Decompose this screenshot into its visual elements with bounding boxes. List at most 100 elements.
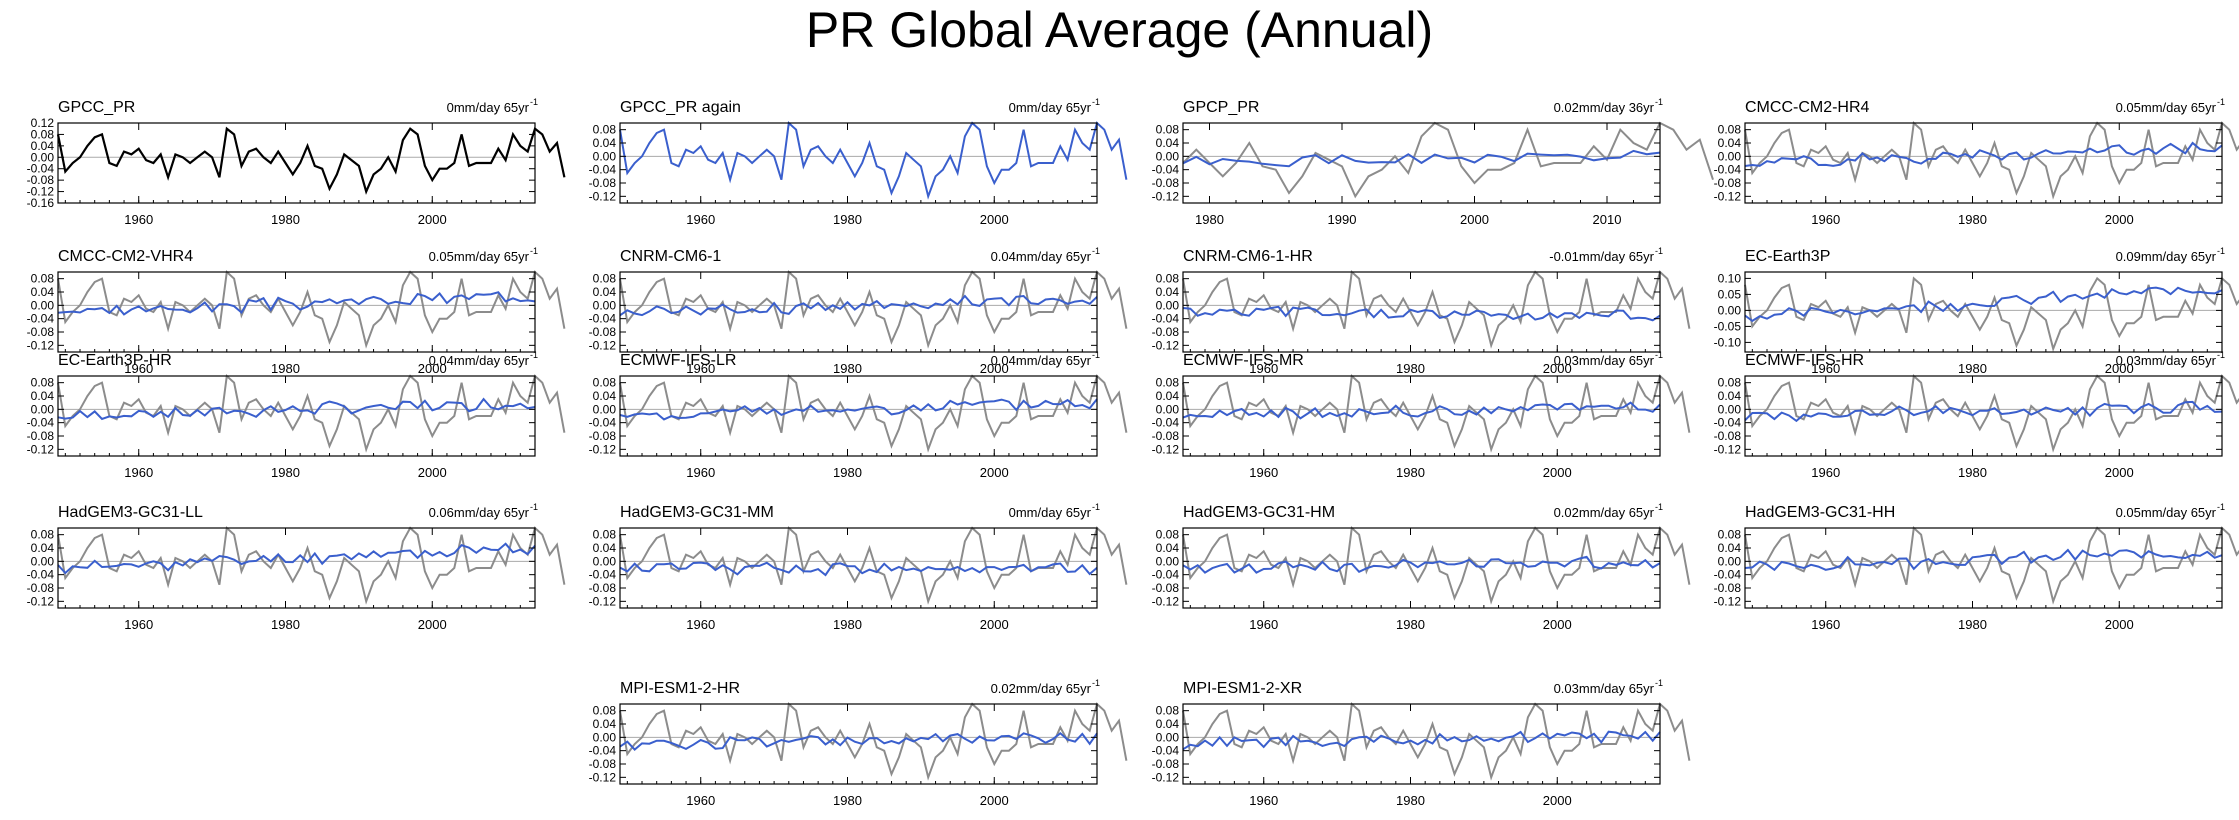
y-tick-label: -0.04	[1714, 416, 1742, 430]
y-tick-label: 0.00	[593, 402, 617, 416]
x-tick-label: 2000	[1460, 212, 1489, 227]
x-tick-label: 1980	[833, 361, 862, 376]
panel: ECMWF-IFS-LR 0.04mm/day 65yr -1 0.080.040.0…	[589, 350, 1128, 480]
trend-exponent: -1	[530, 246, 538, 256]
y-tick-label: -0.08	[1152, 581, 1180, 595]
panel-title: MPI-ESM1-2-XR	[1183, 680, 1302, 697]
plot-frame	[57, 122, 536, 204]
panel: HadGEM3-GC31-MM 0mm/day 65yr -1 0.080.040.0…	[589, 502, 1128, 632]
trend-label: 0.03mm/day 65yr	[2116, 353, 2217, 368]
panel-title: GPCP_PR	[1183, 99, 1259, 116]
series-line	[1744, 286, 2223, 323]
y-tick-label: -0.08	[1714, 581, 1742, 595]
x-tick-label: 2000	[980, 617, 1009, 632]
trend-label: 0.03mm/day 65yr	[1554, 353, 1655, 368]
plot-frame	[619, 271, 1098, 353]
y-tick-label: 0.04	[593, 541, 617, 555]
trend-exponent: -1	[1655, 246, 1663, 256]
panel-title: CNRM-CM6-1-HR	[1183, 248, 1313, 265]
series-line	[57, 542, 536, 575]
series-line	[1744, 400, 2223, 423]
trend-label: 0.04mm/day 65yr	[991, 249, 1092, 264]
y-tick-label: -0.04	[589, 568, 617, 582]
y-tick-label: -0.12	[1714, 594, 1742, 608]
panel-title: GPCC_PR	[58, 99, 135, 116]
x-tick-label: 2000	[980, 793, 1009, 808]
y-tick-label: -0.12	[27, 185, 55, 199]
y-tick-label: -0.04	[27, 162, 55, 176]
y-tick-label: 0.08	[1718, 123, 1742, 137]
y-tick-label: 0.00	[31, 298, 55, 312]
y-tick-label: -0.12	[1152, 594, 1180, 608]
x-tick-label: 2000	[1543, 465, 1572, 480]
y-tick-label: -0.12	[589, 338, 617, 352]
plot-frame	[619, 375, 1098, 457]
series-line	[57, 291, 536, 316]
panel-title: GPCC_PR again	[620, 99, 741, 116]
y-tick-label: 0.00	[1156, 402, 1180, 416]
x-tick-label: 2000	[2105, 212, 2134, 227]
y-tick-label: -0.12	[1152, 770, 1180, 784]
y-tick-label: 0.00	[593, 149, 617, 163]
series-line	[619, 120, 1128, 200]
y-tick-label: -0.04	[27, 312, 55, 326]
y-tick-label: 0.08	[31, 528, 55, 542]
plot-frame	[619, 122, 1098, 204]
panel-title: ECMWF-IFS-LR	[620, 352, 736, 369]
panel-title: HadGEM3-GC31-HH	[1745, 504, 1895, 521]
y-tick-label: -0.12	[1714, 189, 1742, 203]
x-tick-label: 2000	[1543, 361, 1572, 376]
y-tick-label: -0.04	[589, 416, 617, 430]
panel-title: EC-Earth3P-HR	[58, 352, 172, 369]
series-line	[1182, 730, 1661, 751]
x-tick-label: 1960	[686, 617, 715, 632]
panel: GPCC_PR again 0mm/day 65yr -10.080.040.00-…	[589, 97, 1128, 227]
panel-title: HadGEM3-GC31-MM	[620, 504, 774, 521]
y-tick-label: 0.04	[1718, 541, 1742, 555]
y-tick-label: -0.08	[1152, 325, 1180, 339]
y-tick-label: -0.12	[589, 442, 617, 456]
y-tick-label: -0.04	[1152, 568, 1180, 582]
y-tick-label: -0.08	[589, 429, 617, 443]
x-tick-label: 2000	[418, 465, 447, 480]
trend-label: 0.09mm/day 65yr	[2116, 249, 2217, 264]
x-tick-label: 1960	[1811, 465, 1840, 480]
series-line	[1182, 555, 1661, 574]
y-tick-label: 0.00	[31, 150, 55, 164]
trend-label: 0.02mm/day 36yr	[1554, 100, 1655, 115]
x-tick-label: 2000	[1543, 617, 1572, 632]
y-tick-label: -0.08	[589, 581, 617, 595]
x-tick-label: 1960	[1811, 361, 1840, 376]
y-tick-label: 0.12	[31, 116, 55, 130]
trend-exponent: -1	[1092, 246, 1100, 256]
x-tick-label: 1960	[686, 212, 715, 227]
y-tick-label: -0.12	[1714, 442, 1742, 456]
trend-exponent: -1	[1092, 350, 1100, 360]
trend-exponent: -1	[530, 97, 538, 107]
y-tick-label: -0.12	[27, 594, 55, 608]
y-tick-label: 0.00	[31, 554, 55, 568]
y-tick-label: -0.04	[1714, 568, 1742, 582]
y-tick-label: -0.08	[589, 176, 617, 190]
trend-exponent: -1	[2217, 350, 2225, 360]
y-tick-label: 0.04	[1156, 541, 1180, 555]
series-line	[619, 732, 1098, 751]
trend-label: -0.01mm/day 65yr	[1549, 249, 1654, 264]
panel: GPCC_PR 0mm/day 65yr -10.120.080.040.00-0.…	[27, 97, 566, 227]
x-tick-label: 1960	[1249, 465, 1278, 480]
plot-frame	[1744, 375, 2223, 457]
x-tick-label: 2000	[2105, 617, 2134, 632]
trend-label: 0.04mm/day 65yr	[429, 353, 530, 368]
y-tick-label: 0.08	[1156, 123, 1180, 137]
y-tick-label: -0.04	[589, 163, 617, 177]
y-tick-label: 0.08	[593, 123, 617, 137]
trend-exponent: -1	[1655, 97, 1663, 107]
series-line	[1182, 401, 1661, 420]
y-tick-label: 0.00	[593, 554, 617, 568]
trend-exponent: -1	[530, 502, 538, 512]
plot-frame	[1744, 122, 2223, 204]
series-line	[57, 373, 566, 453]
panel-title: CNRM-CM6-1	[620, 248, 721, 265]
y-tick-label: -0.04	[27, 416, 55, 430]
trend-label: 0mm/day 65yr	[1009, 100, 1092, 115]
